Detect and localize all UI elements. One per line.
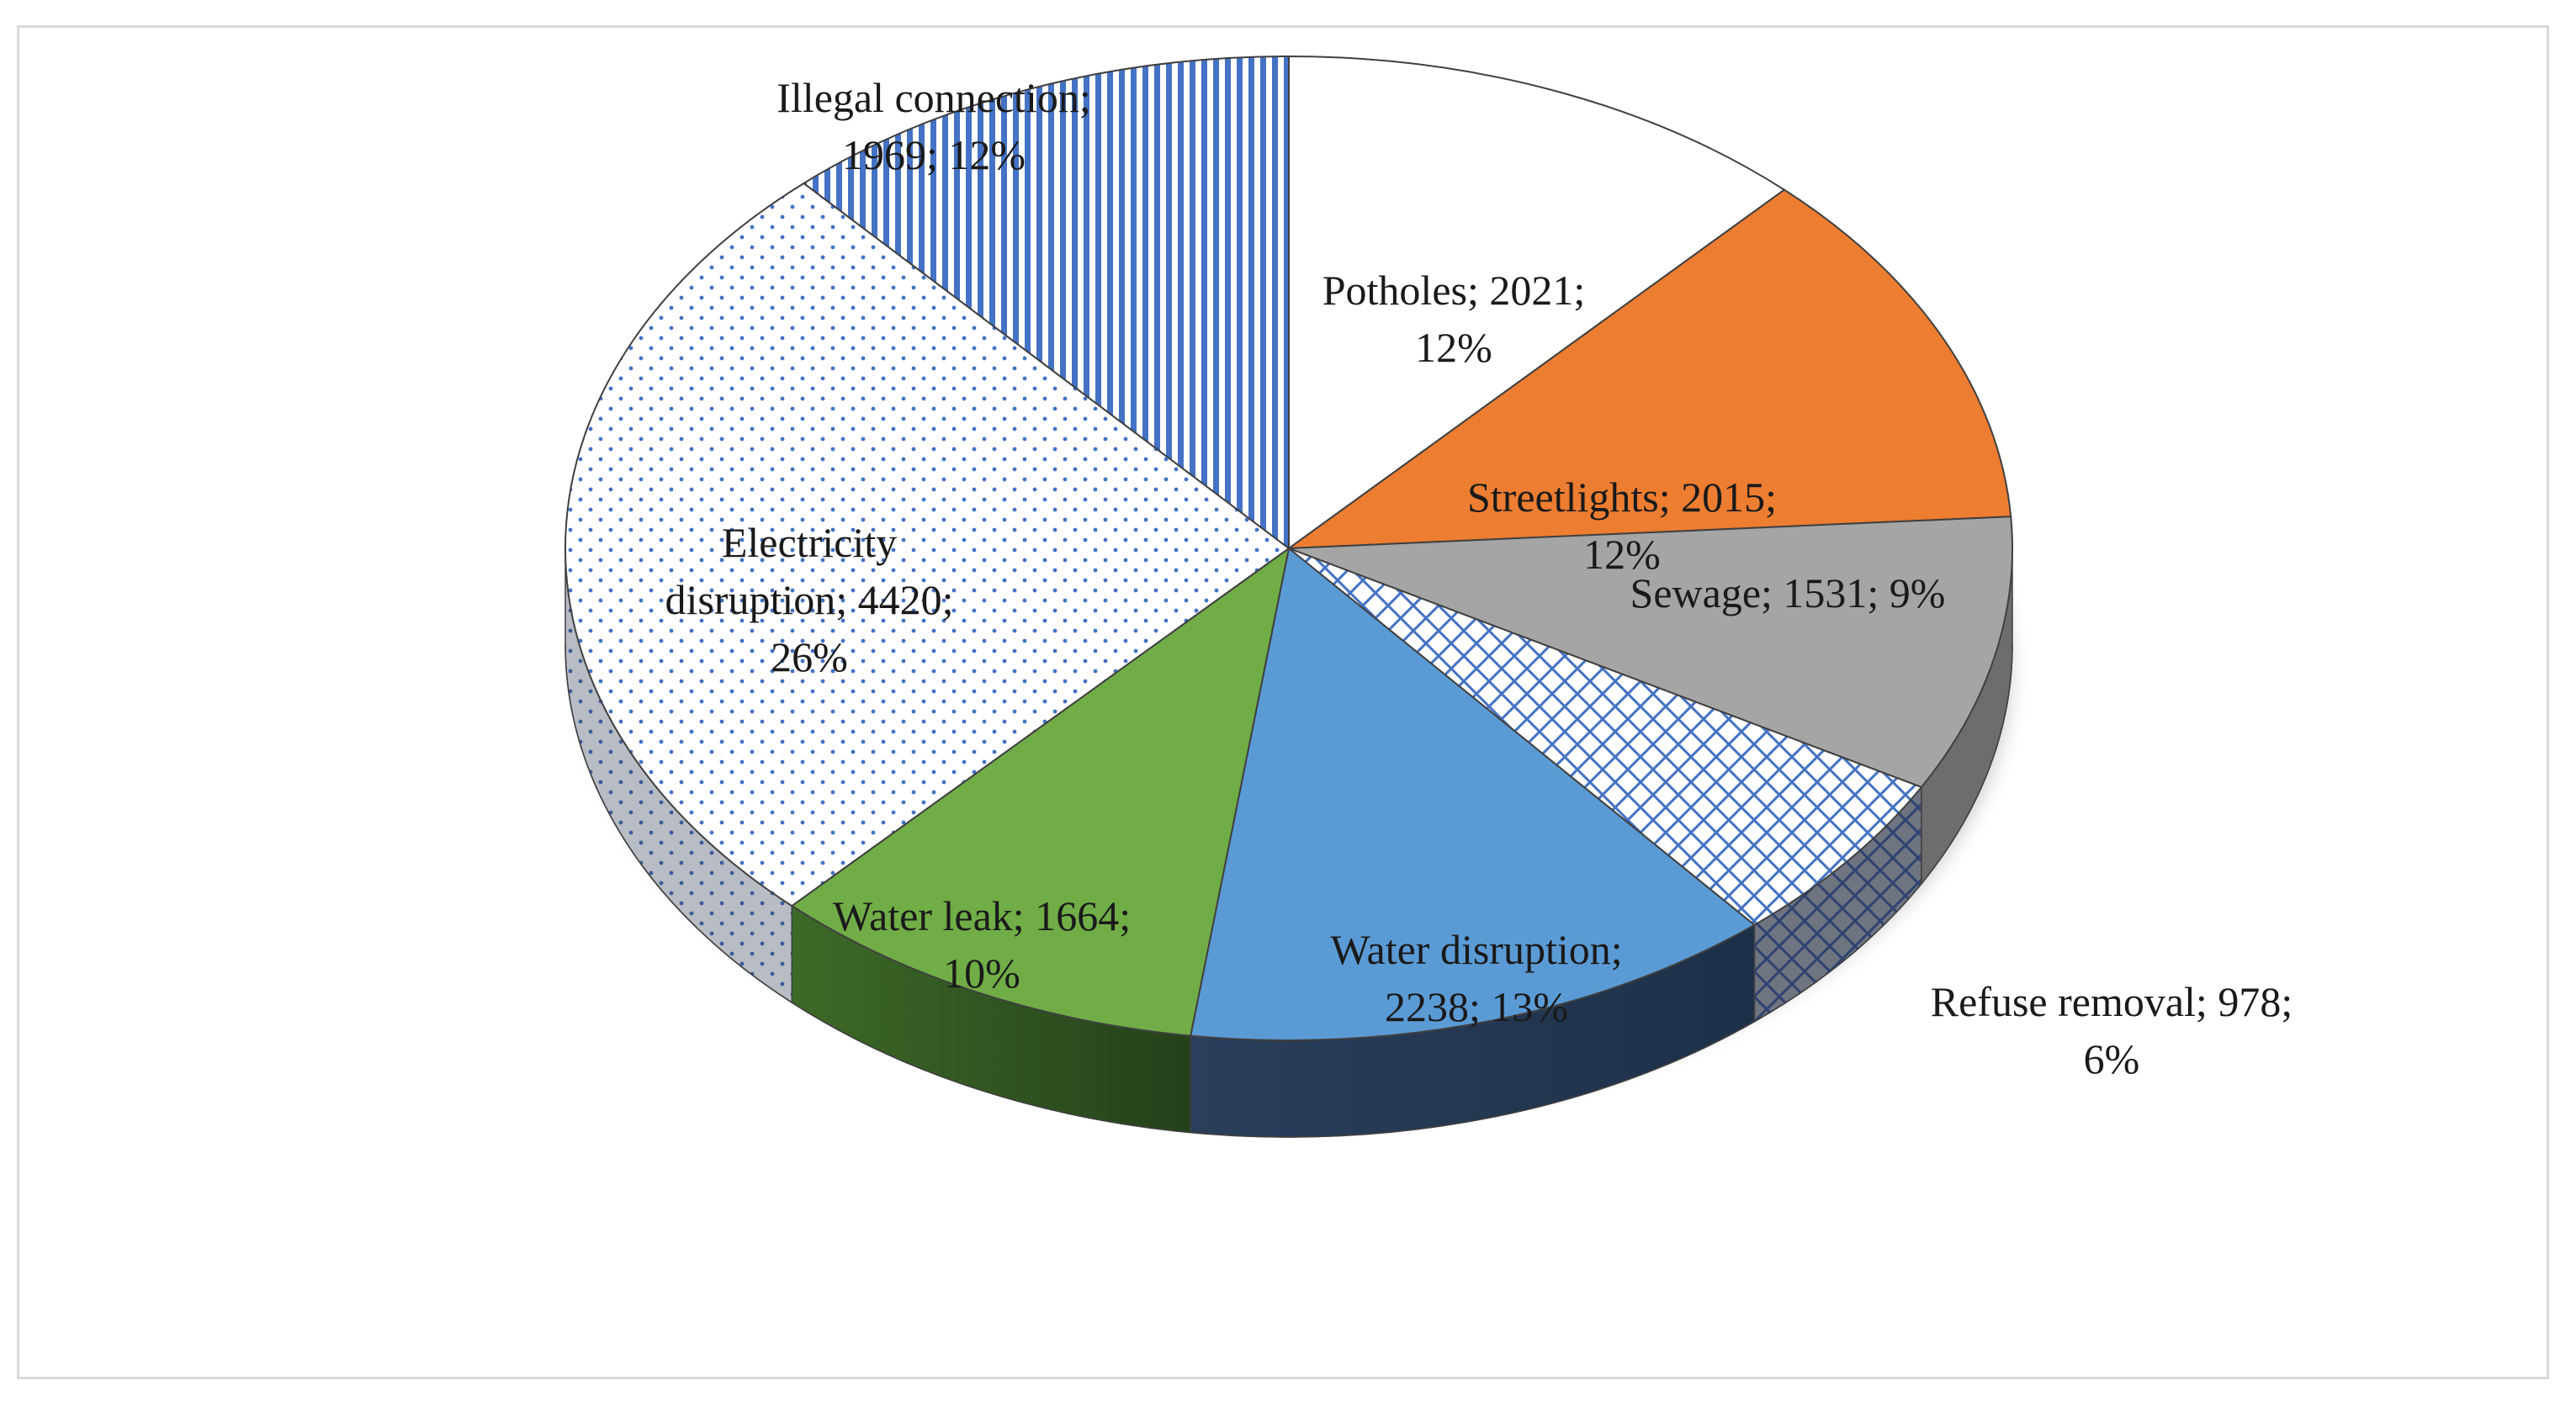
- data-label-line: Streetlights; 2015;: [1467, 473, 1777, 521]
- data-label-line: 2238; 13%: [1385, 983, 1568, 1030]
- data-label-streetlights: Streetlights; 2015; 12%: [1467, 473, 1777, 578]
- data-label-line: 12%: [1415, 324, 1492, 371]
- data-label-refuse-removal: Refuse removal; 978; 6%: [1931, 978, 2292, 1082]
- pie-slice-potholes[interactable]: [1288, 55, 1786, 550]
- data-label-line: Sewage; 1531; 9%: [1630, 569, 1946, 616]
- data-label-potholes: Potholes; 2021; 12%: [1322, 267, 1586, 371]
- data-label-illegal-connection: Illegal connection; 1969; 12%: [777, 74, 1090, 178]
- pie-rim: [564, 644, 2013, 1138]
- pie-slice-refuse-removal[interactable]: [1288, 547, 1923, 927]
- data-label-line: 10%: [943, 949, 1020, 997]
- pie-slice-streetlights[interactable]: [1285, 188, 2012, 550]
- data-label-sewage: Sewage; 1531; 9%: [1630, 569, 1946, 616]
- data-label-line: Water leak; 1664;: [833, 892, 1131, 939]
- data-label-line: Illegal connection;: [777, 74, 1090, 121]
- data-label-line: 6%: [2084, 1035, 2140, 1082]
- pie-slice-illegal-connection[interactable]: [802, 55, 1290, 551]
- data-label-line: Electricity: [722, 519, 897, 566]
- pie-slice-water-disruption[interactable]: [1190, 547, 1757, 1041]
- data-label-line: 1969; 12%: [842, 131, 1026, 178]
- pie-slice-water-leak[interactable]: [790, 546, 1291, 1037]
- pie-slice-sewage[interactable]: [1288, 516, 2013, 789]
- data-label-line: Potholes; 2021;: [1322, 267, 1586, 314]
- data-label-line: 12%: [1583, 531, 1661, 578]
- data-label-line: disruption; 4420;: [665, 576, 953, 623]
- data-label-line: Water disruption;: [1330, 926, 1622, 973]
- data-label-water-leak: Water leak; 1664; 10%: [833, 892, 1131, 997]
- pie-slice-electricity-disruption[interactable]: [564, 182, 1291, 907]
- data-label-line: 26%: [771, 633, 848, 680]
- data-label-line: Refuse removal; 978;: [1931, 978, 2292, 1025]
- data-label-electricity-disruption: Electricity disruption; 4420; 26%: [665, 519, 953, 680]
- data-label-water-disruption: Water disruption; 2238; 13%: [1330, 926, 1622, 1030]
